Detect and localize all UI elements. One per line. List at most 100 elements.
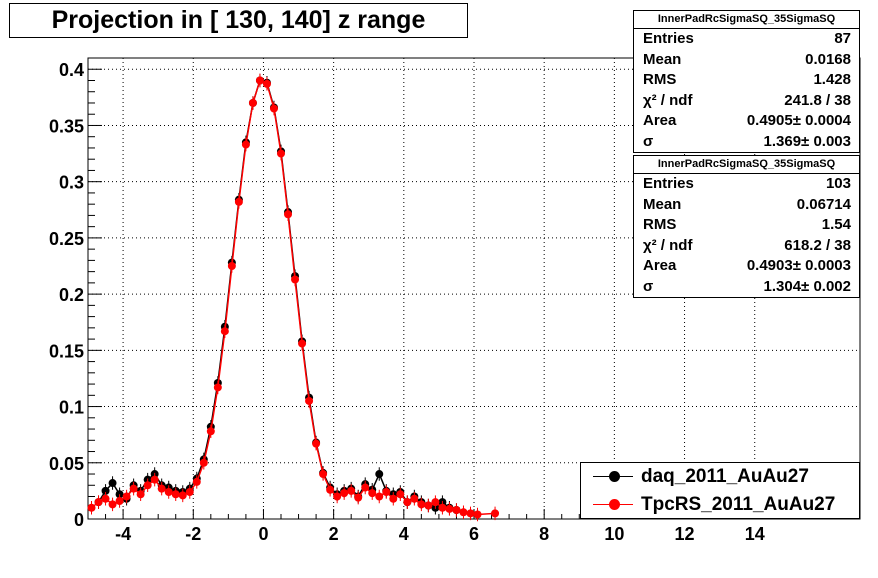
data-point: [178, 491, 187, 500]
y-tick-label: 0.35: [49, 116, 84, 136]
stats-label: χ² / ndf: [643, 236, 693, 254]
x-tick-label: 6: [469, 524, 479, 544]
stats-row: σ 1.304± 0.002: [634, 277, 859, 298]
stats-row: σ 1.369± 0.003: [634, 132, 859, 153]
data-point: [262, 79, 271, 88]
stats-box-2: InnerPadRcSigmaSQ_35SigmaSQ Entries 103 M…: [633, 155, 860, 298]
data-point: [326, 485, 335, 494]
data-point: [389, 494, 398, 503]
stats-row: χ² / ndf 618.2 / 38: [634, 236, 859, 257]
legend-marker-black-icon: [581, 463, 641, 491]
legend-entry-daq: daq_2011_AuAu27: [581, 463, 859, 491]
data-point: [255, 76, 264, 85]
data-point: [129, 484, 138, 493]
stats-label: σ: [643, 277, 654, 295]
x-tick-label: -4: [115, 524, 131, 544]
legend: daq_2011_AuAu27 TpcRS_2011_AuAu27: [580, 462, 860, 519]
data-point: [375, 492, 384, 501]
data-point: [192, 477, 201, 486]
data-point: [199, 458, 208, 467]
data-point: [227, 262, 236, 271]
stats-value: 1.54: [821, 216, 851, 233]
data-point: [333, 492, 342, 501]
stats-row: RMS 1.428: [634, 70, 859, 91]
data-point: [136, 490, 145, 499]
x-tick-label: 10: [604, 524, 624, 544]
chart-title: Projection in [ 130, 140] z range: [9, 3, 468, 38]
stats-row: Area 0.4905± 0.0004: [634, 111, 859, 132]
data-point: [347, 486, 356, 495]
data-point: [298, 339, 307, 348]
data-point: [87, 503, 96, 512]
stats-row: Entries 87: [634, 29, 859, 50]
data-point: [150, 475, 159, 484]
stats-value: 0.4905± 0.0004: [746, 112, 851, 129]
data-point: [445, 504, 454, 513]
y-tick-label: 0.3: [59, 173, 84, 193]
data-point: [291, 275, 300, 284]
stats-value: 618.2 / 38: [784, 236, 851, 254]
stats-value: 241.8 / 38: [784, 91, 851, 109]
stats-label: Entries: [643, 30, 694, 47]
series-line: [91, 79, 496, 516]
data-point: [122, 492, 131, 501]
data-point: [491, 509, 500, 518]
stats-value: 0.0168: [805, 50, 851, 68]
stats-value: 1.369± 0.003: [763, 132, 851, 150]
legend-marker-red-icon: [581, 491, 641, 519]
data-point: [213, 383, 222, 392]
x-tick-label: 2: [329, 524, 339, 544]
data-point: [340, 489, 349, 498]
stats-label: χ² / ndf: [643, 91, 693, 109]
data-point: [206, 427, 215, 436]
data-point: [101, 494, 110, 503]
data-point: [438, 503, 447, 512]
data-point: [234, 197, 243, 206]
data-point: [368, 489, 377, 498]
stats-value: 0.4903± 0.0003: [746, 257, 851, 274]
stats-label: Entries: [643, 175, 694, 192]
x-axis: -4 -2 0 2 4 6 8 10 12 14: [105, 509, 843, 544]
x-tick-label: 12: [675, 524, 695, 544]
data-point: [396, 490, 405, 499]
stats-row: Mean 0.06714: [634, 195, 859, 216]
data-point: [101, 486, 110, 495]
stats-label: Mean: [643, 195, 682, 213]
data-point: [431, 498, 440, 507]
data-point: [157, 484, 166, 493]
stats-value: 1.428: [813, 71, 851, 88]
data-point: [312, 439, 321, 448]
y-tick-label: 0.4: [59, 60, 84, 80]
data-point: [361, 483, 370, 492]
data-point: [452, 506, 461, 515]
stats-box-title: InnerPadRcSigmaSQ_35SigmaSQ: [634, 156, 859, 174]
data-point: [403, 498, 412, 507]
series-line: [97, 79, 457, 511]
x-tick-label: 4: [399, 524, 409, 544]
stats-label: Area: [643, 257, 677, 274]
data-point: [94, 498, 103, 507]
data-point: [220, 327, 229, 336]
stats-row: χ² / ndf 241.8 / 38: [634, 91, 859, 112]
data-point: [185, 488, 194, 497]
x-tick-label: 8: [539, 524, 549, 544]
data-point: [108, 479, 117, 488]
legend-label: TpcRS_2011_AuAu27: [641, 494, 836, 515]
data-point: [354, 493, 363, 502]
x-tick-label: 0: [258, 524, 268, 544]
data-point: [171, 490, 180, 499]
data-point: [248, 98, 257, 107]
data-point: [410, 494, 419, 503]
data-point: [466, 509, 475, 518]
x-tick-label: 14: [745, 524, 765, 544]
stats-row: Area 0.4903± 0.0003: [634, 256, 859, 277]
data-point: [319, 470, 328, 479]
x-tick-label: -2: [185, 524, 201, 544]
data-point: [269, 104, 278, 113]
stats-label: σ: [643, 132, 654, 150]
stats-value: 103: [825, 175, 851, 192]
data-point: [459, 508, 468, 517]
stats-box-1: InnerPadRcSigmaSQ_35SigmaSQ Entries 87 Me…: [633, 10, 860, 153]
data-point: [424, 501, 433, 510]
